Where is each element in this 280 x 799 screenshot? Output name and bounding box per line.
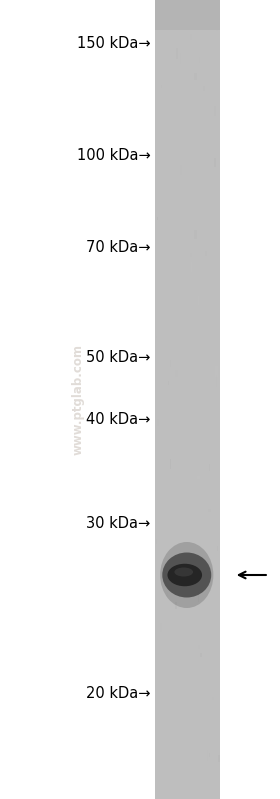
- Bar: [218, 763, 220, 771]
- Text: 40 kDa→: 40 kDa→: [86, 412, 151, 427]
- Bar: [190, 34, 192, 40]
- Bar: [176, 240, 177, 246]
- Text: 30 kDa→: 30 kDa→: [87, 516, 151, 531]
- Ellipse shape: [160, 542, 213, 608]
- Bar: [182, 1, 183, 10]
- Bar: [218, 755, 220, 761]
- Bar: [176, 48, 178, 59]
- Text: 20 kDa→: 20 kDa→: [86, 686, 151, 701]
- Bar: [205, 251, 207, 256]
- Bar: [198, 592, 199, 602]
- Bar: [180, 53, 181, 64]
- Bar: [188, 58, 189, 65]
- Bar: [161, 85, 162, 89]
- Bar: [198, 646, 200, 649]
- Bar: [155, 0, 220, 799]
- Text: 100 kDa→: 100 kDa→: [77, 149, 151, 164]
- Bar: [208, 509, 211, 512]
- Bar: [191, 227, 193, 229]
- Bar: [208, 342, 210, 351]
- Bar: [199, 57, 200, 63]
- Bar: [194, 269, 197, 272]
- Bar: [190, 637, 193, 642]
- Bar: [209, 753, 210, 757]
- Bar: [198, 296, 199, 305]
- Bar: [188, 666, 189, 674]
- Bar: [217, 73, 218, 76]
- Bar: [175, 370, 178, 377]
- Bar: [180, 165, 183, 175]
- Ellipse shape: [174, 567, 193, 577]
- Bar: [169, 392, 170, 399]
- Bar: [179, 288, 182, 294]
- Bar: [214, 106, 216, 116]
- Bar: [191, 262, 192, 272]
- Bar: [157, 419, 159, 426]
- Bar: [207, 417, 209, 427]
- Bar: [174, 719, 175, 729]
- Bar: [200, 653, 202, 657]
- Bar: [207, 573, 208, 582]
- Bar: [190, 253, 192, 257]
- Bar: [170, 459, 171, 469]
- Text: 150 kDa→: 150 kDa→: [77, 37, 151, 51]
- Bar: [213, 419, 214, 429]
- Bar: [207, 750, 208, 761]
- Bar: [212, 697, 214, 700]
- Bar: [216, 20, 218, 31]
- Bar: [175, 602, 177, 609]
- Bar: [210, 336, 213, 347]
- Text: 70 kDa→: 70 kDa→: [86, 240, 151, 255]
- Text: 50 kDa→: 50 kDa→: [86, 349, 151, 364]
- Bar: [156, 336, 157, 338]
- Ellipse shape: [162, 552, 211, 598]
- Bar: [194, 230, 197, 239]
- Bar: [214, 158, 216, 167]
- Bar: [203, 86, 206, 91]
- Bar: [207, 36, 208, 42]
- Bar: [217, 546, 218, 551]
- Bar: [209, 464, 210, 471]
- Text: www.ptglab.com: www.ptglab.com: [72, 344, 85, 455]
- Bar: [215, 367, 218, 377]
- Bar: [190, 713, 193, 721]
- Bar: [160, 623, 162, 632]
- Bar: [157, 217, 158, 221]
- Bar: [197, 476, 200, 479]
- Bar: [167, 592, 168, 598]
- Bar: [170, 360, 171, 368]
- Bar: [156, 539, 157, 544]
- Ellipse shape: [167, 564, 202, 586]
- Bar: [194, 74, 197, 80]
- Bar: [155, 0, 220, 30]
- Bar: [193, 752, 197, 756]
- Bar: [168, 381, 169, 385]
